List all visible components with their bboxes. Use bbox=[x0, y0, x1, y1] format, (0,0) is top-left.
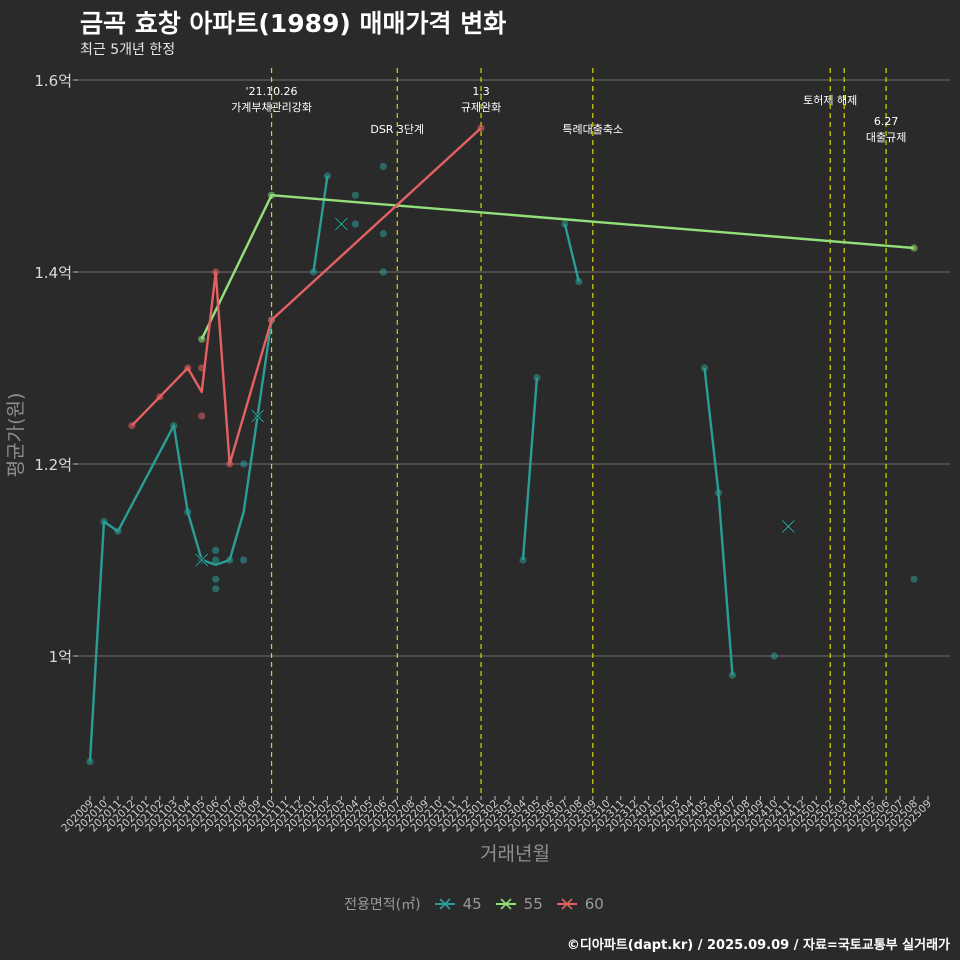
data-point bbox=[351, 220, 359, 228]
series-line bbox=[131, 127, 482, 466]
legend-key-45-icon bbox=[434, 898, 455, 910]
data-point bbox=[240, 460, 248, 468]
data-point bbox=[770, 652, 778, 660]
series-55 bbox=[198, 191, 918, 343]
policy-event-label: 6.27 bbox=[874, 115, 899, 128]
data-point bbox=[379, 268, 387, 276]
y-tick-label: 1억 bbox=[49, 648, 72, 666]
x-axis-title: 거래년월 bbox=[480, 843, 550, 865]
cross-marker bbox=[251, 409, 265, 423]
policy-event-label: 1.3 bbox=[472, 85, 490, 98]
policy-event-label: 토허제 해제 bbox=[803, 93, 857, 107]
legend-item-60: 60 bbox=[555, 895, 604, 913]
data-point bbox=[198, 412, 206, 420]
data-point bbox=[728, 671, 737, 679]
data-point bbox=[575, 278, 583, 286]
cross-marker bbox=[195, 553, 209, 567]
data-point bbox=[212, 585, 220, 593]
legend-key-60-icon bbox=[556, 898, 577, 910]
policy-event-label: 특례대출축소 bbox=[562, 123, 623, 136]
y-axis-title: 평균가(원) bbox=[5, 393, 27, 478]
legend-item-55: 55 bbox=[494, 895, 543, 913]
series-line bbox=[200, 193, 915, 340]
series-line bbox=[703, 367, 734, 676]
policy-event-label: '21.10.26 bbox=[246, 85, 298, 98]
data-point bbox=[379, 230, 387, 238]
data-point bbox=[240, 556, 248, 564]
legend-label-55: 55 bbox=[523, 895, 543, 913]
legend: 전용면적(㎡) 45 55 60 bbox=[0, 894, 960, 914]
data-point bbox=[910, 575, 918, 583]
source-caption: ©디아파트(dapt.kr) / 2025.09.09 / 자료=국토교통부 실… bbox=[566, 938, 950, 953]
series-line bbox=[521, 377, 539, 561]
series-60 bbox=[128, 124, 485, 468]
series-line bbox=[563, 223, 580, 282]
series-45 bbox=[86, 162, 918, 766]
series-line bbox=[312, 175, 329, 273]
data-point bbox=[379, 162, 387, 170]
policy-event-label: DSR 3단계 bbox=[370, 123, 424, 136]
chart-subtitle: 최근 5개년 한정 bbox=[80, 42, 176, 58]
legend-key-55-icon bbox=[495, 898, 516, 910]
legend-title: 전용면적(㎡) bbox=[344, 897, 421, 913]
y-tick-label: 1.4억 bbox=[34, 264, 72, 282]
legend-item-45: 45 bbox=[433, 895, 482, 913]
policy-event-label: 규제완화 bbox=[461, 101, 501, 114]
series-line bbox=[88, 319, 273, 762]
data-point bbox=[212, 546, 220, 555]
legend-label-45: 45 bbox=[462, 895, 482, 913]
data-point bbox=[212, 556, 220, 564]
y-tick-label: 1.6억 bbox=[34, 72, 72, 90]
cross-marker bbox=[334, 217, 348, 231]
chart-title: 금곡 효창 아파트(1989) 매매가격 변화 bbox=[80, 9, 507, 38]
policy-event-label: 가계부채관리강화 bbox=[231, 101, 312, 114]
y-tick-label: 1.2억 bbox=[34, 456, 72, 474]
cross-marker bbox=[781, 519, 795, 533]
policy-event-label: 대출규제 bbox=[866, 131, 906, 144]
data-point bbox=[351, 191, 359, 199]
legend-label-60: 60 bbox=[584, 895, 604, 913]
data-point bbox=[212, 575, 220, 583]
